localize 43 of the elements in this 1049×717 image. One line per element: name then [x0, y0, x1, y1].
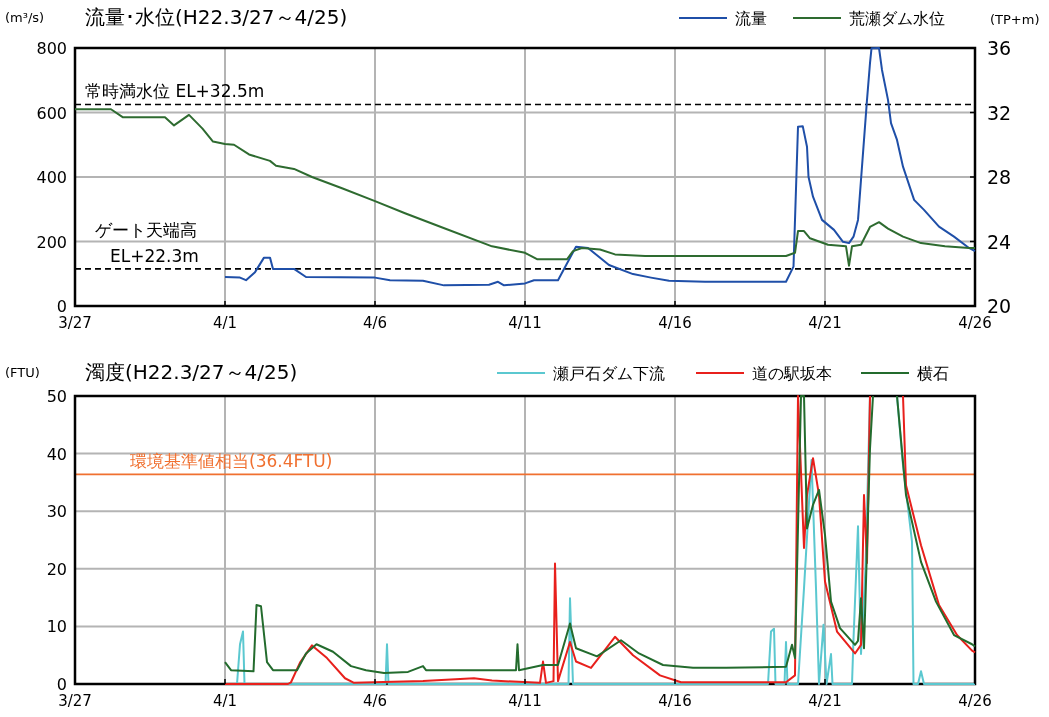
x-tick-label: 4/6 [362, 314, 388, 332]
x-tick-label: 4/11 [508, 314, 542, 332]
legend-label: 荒瀬ダム水位 [849, 9, 945, 28]
ref-line-label: 環境基準値相当(36.4FTU) [130, 451, 333, 472]
chart-title: 濁度(H22.3/27～4/25) [85, 360, 298, 384]
x-tick-label: 4/1 [212, 692, 238, 710]
x-tick-label: 3/27 [58, 692, 92, 710]
y-tick-label: 200 [36, 232, 67, 252]
legend-label: 流量 [735, 9, 767, 28]
y-axis-title: (m³/s) [5, 10, 45, 25]
legend-label: 横石 [917, 364, 949, 383]
y-tick-label: 400 [36, 168, 67, 187]
legend-label: 瀬戸石ダム下流 [553, 364, 665, 383]
y-tick-label: 10 [46, 617, 67, 637]
y-tick-label: 800 [36, 39, 67, 58]
x-tick-label: 4/26 [958, 314, 992, 332]
x-tick-label: 3/27 [58, 314, 92, 332]
y2-tick-label: 24 [987, 230, 1012, 253]
y-tick-label: 50 [46, 387, 67, 406]
x-tick-label: 4/11 [508, 692, 542, 710]
y-tick-label: 40 [46, 444, 67, 464]
x-tick-label: 4/16 [658, 692, 692, 710]
y2-tick-label: 32 [987, 101, 1012, 124]
x-tick-label: 4/26 [958, 692, 992, 710]
ref-line-label: 常時満水位 EL+32.5m [85, 81, 265, 102]
y-tick-label: 0 [56, 675, 67, 694]
y2-tick-label: 28 [987, 166, 1012, 188]
y2-tick-label: 36 [987, 37, 1012, 59]
y-tick-label: 600 [36, 103, 67, 123]
y-axis-title: (FTU) [5, 365, 40, 380]
x-tick-label: 4/21 [808, 692, 842, 710]
chart-title: 流量･水位(H22.3/27～4/25) [85, 5, 348, 29]
x-tick-label: 4/16 [658, 314, 692, 332]
ref-line-label: ゲート天端高 EL+22.3m [95, 219, 199, 266]
y2-tick-label: 20 [987, 295, 1012, 317]
y-tick-label: 20 [46, 559, 67, 579]
y-tick-label: 30 [46, 502, 67, 522]
y2-axis-title: (TP+m) [990, 12, 1040, 27]
y-tick-label: 0 [56, 297, 67, 316]
legend-label: 道の駅坂本 [752, 364, 832, 383]
x-tick-label: 4/1 [212, 314, 238, 332]
x-tick-label: 4/21 [808, 314, 842, 332]
x-tick-label: 4/6 [362, 692, 388, 710]
